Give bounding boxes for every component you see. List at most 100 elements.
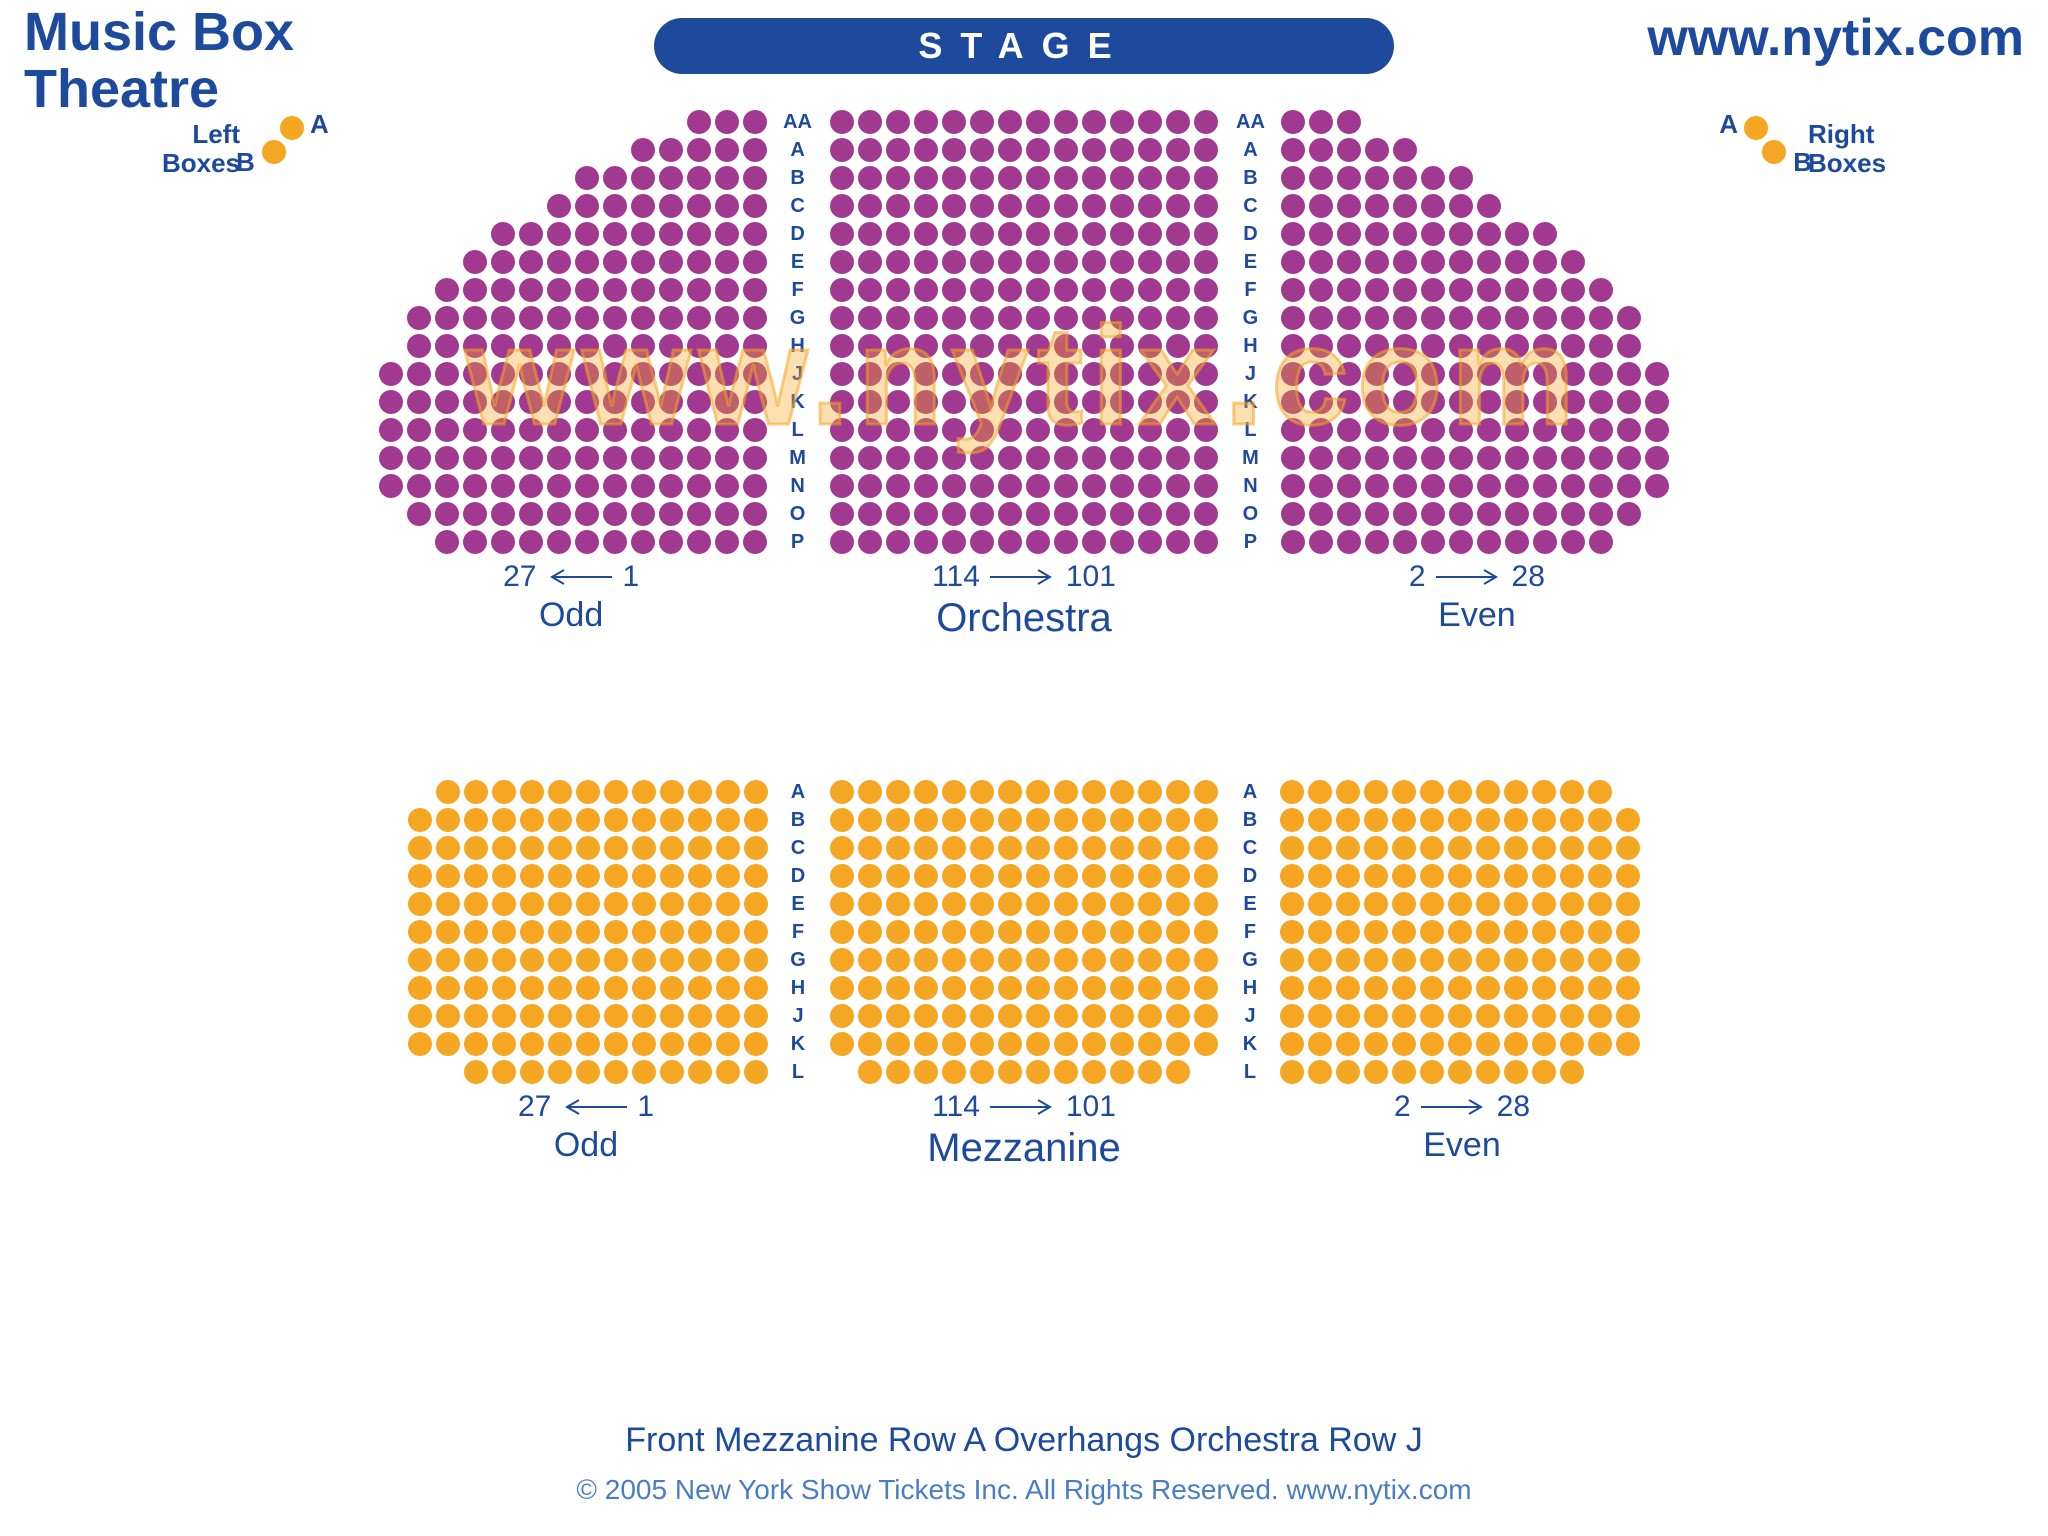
row-label: B: [1236, 808, 1264, 832]
seat: [604, 780, 628, 804]
seat: [688, 976, 712, 1000]
seat: [435, 334, 459, 358]
seat: [715, 446, 739, 470]
seat: [998, 976, 1022, 1000]
seat: [1166, 780, 1190, 804]
seat: [1477, 278, 1501, 302]
seat: [659, 222, 683, 246]
seat-row: [408, 1032, 768, 1056]
seat: [1336, 1032, 1360, 1056]
seat: [1194, 222, 1218, 246]
row-label: F: [784, 920, 812, 944]
row-label: P: [1236, 530, 1265, 554]
seat: [1477, 418, 1501, 442]
seat: [1645, 474, 1669, 498]
seat: [886, 446, 910, 470]
seat: [435, 474, 459, 498]
seat: [1082, 222, 1106, 246]
seat: [1166, 194, 1190, 218]
seat: [1616, 1032, 1640, 1056]
seat-row: [1281, 334, 1641, 358]
seat: [1561, 334, 1585, 358]
seat: [1364, 976, 1388, 1000]
seat: [688, 1060, 712, 1084]
seat: [1138, 446, 1162, 470]
seat: [1337, 194, 1361, 218]
seat: [520, 948, 544, 972]
seat-row: [1280, 1032, 1640, 1056]
seat: [1533, 474, 1557, 498]
seat: [858, 166, 882, 190]
seat-row: [1281, 362, 1669, 386]
seat: [1082, 446, 1106, 470]
seat: [914, 194, 938, 218]
seat: [1532, 780, 1556, 804]
seat: [548, 948, 572, 972]
seat: [1281, 474, 1305, 498]
row-label: B: [1236, 166, 1265, 190]
seat: [1110, 530, 1134, 554]
row-label: A: [1236, 780, 1264, 804]
seat: [519, 362, 543, 386]
seat: [914, 502, 938, 526]
seat: [830, 166, 854, 190]
seat: [1281, 250, 1305, 274]
seat: [1166, 1060, 1190, 1084]
seat: [998, 446, 1022, 470]
seat: [1364, 808, 1388, 832]
seat: [1560, 1060, 1584, 1084]
seat: [998, 390, 1022, 414]
seat: [1616, 948, 1640, 972]
seat: [604, 808, 628, 832]
seat: [1365, 474, 1389, 498]
seat: [631, 390, 655, 414]
seat: [1617, 446, 1641, 470]
seat-row: [1280, 1004, 1640, 1028]
seat: [1110, 1032, 1134, 1056]
seat: [715, 250, 739, 274]
seat: [942, 110, 966, 134]
seat: [1280, 808, 1304, 832]
row-label: J: [783, 362, 812, 386]
seat: [998, 948, 1022, 972]
seat-row: [408, 836, 768, 860]
seat: [1420, 1004, 1444, 1028]
seat: [1560, 864, 1584, 888]
seat: [1281, 390, 1305, 414]
seat: [1449, 194, 1473, 218]
seat: [1505, 390, 1529, 414]
seat: [858, 222, 882, 246]
seat: [715, 166, 739, 190]
seat-row: [1280, 920, 1640, 944]
seat: [1308, 948, 1332, 972]
seat: [520, 864, 544, 888]
seat: [1477, 474, 1501, 498]
seat: [998, 808, 1022, 832]
seat: [716, 948, 740, 972]
seat: [463, 334, 487, 358]
seat: [1392, 1004, 1416, 1028]
seat: [1280, 976, 1304, 1000]
seat: [1533, 306, 1557, 330]
seat: [1280, 864, 1304, 888]
seat: [659, 278, 683, 302]
seat: [1477, 502, 1501, 526]
seat: [970, 530, 994, 554]
seat: [575, 390, 599, 414]
seat-row: [408, 976, 768, 1000]
seat: [886, 836, 910, 860]
seat: [464, 780, 488, 804]
seat: [492, 864, 516, 888]
seat: [436, 864, 460, 888]
seat: [970, 222, 994, 246]
seat: [1449, 250, 1473, 274]
seat: [631, 278, 655, 302]
seat: [1082, 808, 1106, 832]
seat: [1337, 138, 1361, 162]
seat: [464, 1060, 488, 1084]
seat: [1560, 1004, 1584, 1028]
seat: [547, 334, 571, 358]
seat-row: [830, 780, 1218, 804]
row-label: K: [783, 390, 812, 414]
seat: [687, 138, 711, 162]
